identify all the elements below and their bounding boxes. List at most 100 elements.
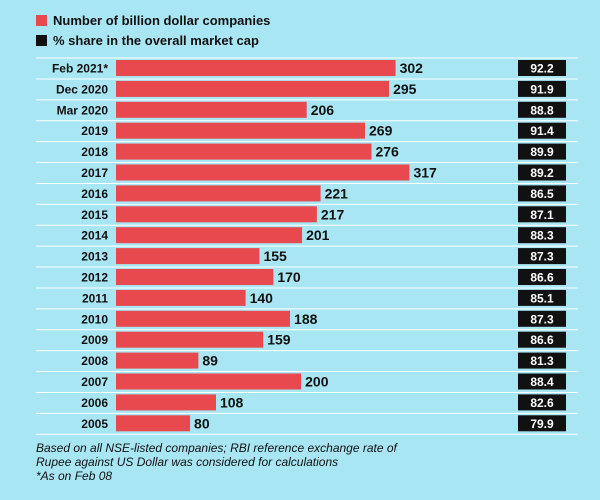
bar-value-label: 140 (250, 290, 274, 306)
bar (116, 206, 317, 223)
share-box (518, 248, 566, 265)
bar (116, 310, 291, 327)
legend-swatch-count (36, 14, 47, 26)
share-value-label: 87.3 (530, 312, 554, 326)
category-label: Mar 2020 (57, 103, 109, 117)
share-value-label: 89.2 (530, 166, 554, 180)
bar (116, 164, 410, 181)
bar (116, 394, 216, 411)
bar (116, 248, 260, 265)
category-label: 2005 (81, 417, 108, 431)
category-label: 2016 (81, 187, 108, 201)
bar-value-label: 269 (369, 123, 393, 139)
share-box (518, 143, 566, 160)
share-value-label: 82.6 (530, 396, 554, 410)
category-label: 2013 (81, 250, 108, 264)
bar (116, 331, 264, 348)
share-box (518, 227, 566, 244)
bar (116, 122, 366, 139)
category-label: 2015 (81, 208, 108, 222)
bar (116, 352, 199, 369)
category-label: 2018 (81, 145, 108, 159)
bar (116, 415, 191, 432)
share-box (518, 269, 566, 285)
share-value-label: 88.8 (530, 103, 554, 117)
bar-value-label: 200 (305, 374, 329, 390)
share-value-label: 89.9 (530, 145, 554, 159)
bar-value-label: 155 (263, 248, 287, 264)
share-box (518, 352, 566, 369)
share-box (518, 415, 566, 432)
category-label: Dec 2020 (56, 82, 108, 96)
bar-chart: Feb 2021* 302 92.2 Dec 2020 295 91.9 Mar 2020 2… (36, 57, 578, 435)
share-box (518, 310, 566, 327)
bar (116, 101, 307, 118)
category-label: 2010 (81, 312, 108, 326)
share-value-label: 92.2 (530, 62, 554, 76)
share-box (518, 122, 566, 139)
footnote-line-2: Rupee against US Dollar was considered f… (36, 455, 339, 469)
share-box (518, 373, 566, 390)
footnote-line-1: Based on all NSE-listed companies; RBI r… (36, 441, 397, 455)
category-label: Feb 2021* (52, 62, 108, 76)
legend-item-count: Number of billion dollar companies (36, 10, 270, 30)
footnote: Based on all NSE-listed companies; RBI r… (36, 441, 576, 483)
bar-value-label: 108 (220, 394, 244, 410)
category-label: 2008 (81, 354, 108, 368)
share-value-label: 88.4 (530, 375, 554, 389)
category-label: 2011 (82, 291, 108, 305)
share-value-label: 88.3 (530, 229, 554, 243)
footnote-line-3: *As on Feb 08 (36, 469, 113, 483)
bar-value-label: 89 (202, 353, 218, 369)
share-value-label: 86.5 (530, 187, 554, 201)
share-value-label: 91.9 (530, 82, 554, 96)
bar-value-label: 302 (400, 60, 424, 76)
share-box (518, 185, 566, 202)
bar-value-label: 201 (306, 227, 330, 243)
share-box (518, 101, 566, 118)
category-label: 2017 (81, 166, 108, 180)
share-value-label: 86.6 (530, 333, 554, 347)
bar-value-label: 80 (194, 415, 210, 431)
category-label: 2006 (81, 396, 108, 410)
bar (116, 289, 246, 306)
bar (116, 143, 372, 160)
share-box (518, 289, 566, 306)
share-value-label: 81.3 (530, 354, 554, 368)
bar (116, 80, 390, 97)
bar (116, 185, 321, 202)
bar (116, 60, 396, 76)
bar-value-label: 217 (321, 206, 345, 222)
legend-swatch-share (36, 34, 47, 46)
bar (116, 373, 302, 390)
bar-value-label: 276 (375, 144, 399, 160)
share-box (518, 60, 566, 76)
legend-label-count: Number of billion dollar companies (53, 12, 271, 28)
share-value-label: 85.1 (530, 291, 554, 305)
category-label: 2019 (81, 124, 108, 138)
legend-label-share: % share in the overall market cap (53, 32, 259, 48)
share-box (518, 164, 566, 181)
legend: Number of billion dollar companies % sha… (36, 10, 270, 50)
category-label: 2014 (81, 229, 108, 243)
category-label: 2007 (81, 375, 108, 389)
share-box (518, 80, 566, 97)
share-value-label: 87.3 (530, 250, 554, 264)
bar-value-label: 188 (294, 311, 318, 327)
bar-value-label: 317 (413, 165, 437, 181)
bar-value-label: 295 (393, 81, 417, 97)
category-label: 2012 (81, 271, 108, 285)
share-box (518, 394, 566, 411)
share-value-label: 79.9 (530, 417, 554, 431)
share-value-label: 86.6 (530, 271, 554, 285)
bar-value-label: 206 (311, 102, 335, 118)
bar-value-label: 170 (277, 269, 301, 285)
bar-value-label: 159 (267, 332, 291, 348)
bar (116, 227, 303, 244)
category-label: 2009 (81, 333, 108, 347)
bar-value-label: 221 (325, 185, 349, 201)
share-box (518, 206, 566, 223)
share-box (518, 331, 566, 348)
bar (116, 269, 274, 285)
share-value-label: 87.1 (530, 208, 554, 222)
